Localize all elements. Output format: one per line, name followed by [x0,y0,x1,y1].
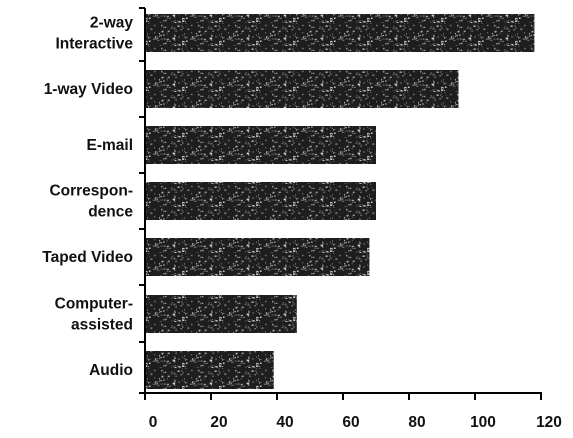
bar-4 [145,238,370,276]
category-label-line: Interactive [55,36,133,53]
x-tick-label-0: 0 [149,414,158,431]
category-label-line: Computer- [55,296,133,313]
category-label-line: Correspon- [49,183,133,200]
category-label-5: Computer-assisted [55,296,133,334]
bar-2 [145,126,376,164]
category-label-2: E-mail [86,137,133,154]
x-tick-label-6: 120 [536,414,562,431]
bar-1 [145,70,459,108]
category-label-4: Taped Video [42,249,133,266]
category-label-line: dence [88,204,133,221]
bar-3 [145,182,376,220]
category-label-0: 2-way Interactive [55,15,133,53]
x-tick-label-4: 80 [408,414,425,431]
bars-group [145,14,535,389]
bar-0 [145,14,535,52]
category-label-line: E-mail [86,137,133,154]
bar-6 [145,351,274,389]
bar-5 [145,295,297,333]
x-tick-label-1: 20 [210,414,227,431]
category-label-line: 1-way Video [44,81,133,98]
category-label-6: Audio [89,362,133,379]
x-tick-label-2: 40 [276,414,293,431]
category-label-3: Correspon-dence [49,183,133,221]
category-label-line: 2-way [90,15,133,32]
category-labels: 2-way Interactive 1-way Video E-mail Corresp… [42,15,133,380]
x-tick-label-5: 100 [470,414,496,431]
category-label-line: assisted [71,317,133,334]
category-label-line: Audio [89,362,133,379]
category-label-1: 1-way Video [44,81,133,98]
x-axis-ticks [139,7,542,400]
x-axis-tick-labels: 0 20 40 60 80 100 120 [149,414,562,431]
x-tick-label-3: 60 [342,414,359,431]
category-label-line: Taped Video [42,249,133,266]
